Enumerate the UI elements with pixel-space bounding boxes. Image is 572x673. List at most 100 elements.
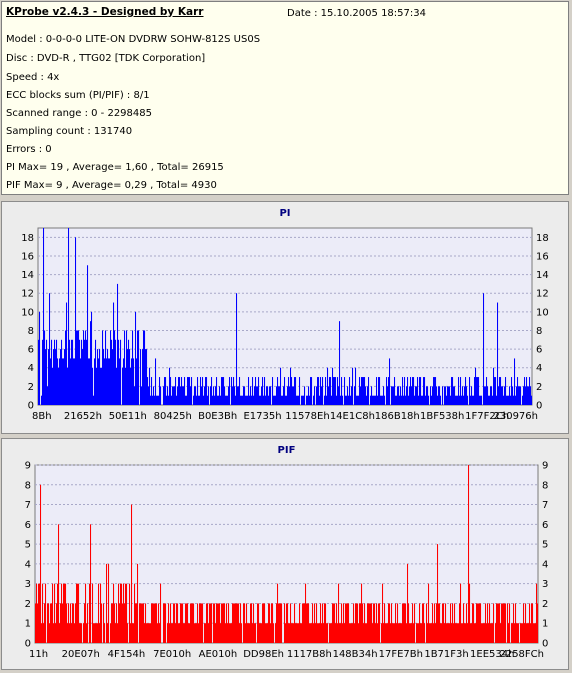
pi-bar [268, 395, 270, 405]
pif-bar [130, 623, 132, 643]
pif-bar [296, 623, 298, 643]
pi-bar [436, 386, 438, 405]
info-pi-stats: PI Max= 19 , Average= 1,60 , Total= 2691… [6, 162, 224, 173]
pif-bar [260, 623, 262, 643]
pif-bar [300, 623, 302, 643]
pi-bar [96, 367, 98, 405]
pif-bar [135, 603, 137, 643]
pif-bar [308, 603, 310, 643]
pif-bar [187, 603, 189, 643]
pif-bar [78, 583, 80, 643]
pif-bar [93, 623, 95, 643]
pi-bar [378, 377, 380, 405]
pif-ytick-left: 8 [25, 480, 31, 491]
pi-bar [223, 377, 225, 405]
pi-bar [148, 386, 150, 405]
pi-bar [490, 386, 492, 405]
pif-bar [443, 603, 445, 643]
pif-bar [511, 623, 513, 643]
pi-bar [500, 377, 502, 405]
pif-bar [101, 603, 103, 643]
pi-bar [185, 395, 187, 405]
pif-ytick-left: 7 [25, 500, 31, 511]
pif-ytick-left: 2 [25, 599, 31, 610]
pi-bar [354, 386, 356, 405]
pi-bar [57, 358, 59, 405]
pi-bar [431, 395, 433, 405]
pif-xtick: 2258FCh [499, 649, 544, 660]
pif-bar [457, 623, 459, 643]
pi-bar [505, 377, 507, 405]
pi-bar [263, 395, 265, 405]
pif-bar [200, 603, 202, 643]
pi-bar [473, 395, 475, 405]
pi-bar [163, 386, 165, 405]
pif-ytick-left: 1 [25, 619, 31, 630]
pif-bar [382, 583, 384, 643]
info-sampling: Sampling count : 131740 [6, 126, 133, 137]
pif-bar [224, 603, 226, 643]
pi-bar [130, 367, 132, 405]
pif-bar [154, 603, 156, 643]
pi-bar [435, 377, 437, 405]
pi-bar [437, 395, 439, 405]
pi-bar [320, 377, 322, 405]
pi-bar [316, 386, 318, 405]
pif-bar [377, 623, 379, 643]
pi-bar [45, 349, 47, 405]
pi-bar [341, 377, 343, 405]
info-errors: Errors : 0 [6, 144, 52, 155]
pi-bar [244, 386, 246, 405]
pi-bar [179, 377, 181, 405]
pif-bar [301, 623, 303, 643]
pi-xtick: 1BF538h [420, 411, 464, 422]
pif-bar [237, 603, 239, 643]
pif-bar [112, 603, 114, 643]
pi-bar [196, 395, 198, 405]
pi-bar [67, 367, 69, 405]
pif-bar [389, 603, 391, 643]
pif-bar [535, 623, 537, 643]
pif-bar [421, 623, 423, 643]
pi-bar [260, 395, 262, 405]
pif-bar [407, 563, 409, 643]
pif-bar [322, 603, 324, 643]
pif-bar [508, 623, 510, 643]
pi-bar [301, 395, 303, 405]
pi-bar [47, 386, 49, 405]
pi-bar [448, 386, 450, 405]
pif-bar [516, 623, 518, 643]
pif-bar [226, 603, 228, 643]
pif-bar [86, 623, 88, 643]
pi-bar [49, 293, 51, 405]
pif-bar [501, 603, 503, 643]
pif-bar [202, 603, 204, 643]
pi-bar [529, 377, 531, 405]
pi-bar [173, 386, 175, 405]
pi-bar [137, 330, 139, 405]
pif-bar [192, 603, 194, 643]
pif-bar [438, 603, 440, 643]
pif-bar [270, 623, 272, 643]
pi-bar [183, 386, 185, 405]
pi-bar [419, 377, 421, 405]
pif-bar [383, 623, 385, 643]
pif-bar [291, 623, 293, 643]
pi-bar [164, 377, 166, 405]
pi-bar [205, 377, 207, 405]
pif-bar [210, 603, 212, 643]
pif-bar [188, 623, 190, 643]
pif-bar [45, 583, 47, 643]
pi-bar [86, 339, 88, 405]
pif-bar [174, 603, 176, 643]
pif-bar [142, 603, 144, 643]
pif-bar [373, 603, 375, 643]
pif-bar [428, 583, 430, 643]
pif-bar [35, 603, 37, 643]
pi-bar [217, 395, 219, 405]
pif-bar [205, 623, 207, 643]
pi-bar [295, 377, 297, 405]
pif-bar [129, 583, 131, 643]
pi-bar [477, 377, 479, 405]
pif-bar [85, 583, 87, 643]
